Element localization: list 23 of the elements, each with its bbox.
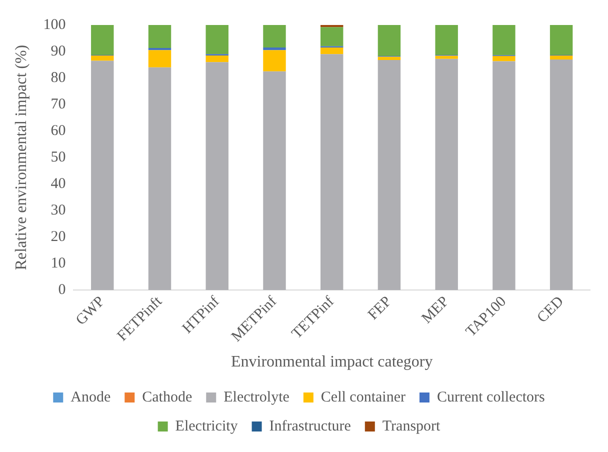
y-tick-label: 20 xyxy=(50,228,66,245)
x-tick-label: CED xyxy=(534,294,568,326)
y-tick-label: 90 xyxy=(50,43,66,60)
legend-label: Anode xyxy=(70,389,111,406)
x-axis-title: Environmental impact category xyxy=(231,354,433,371)
y-tick-label: 80 xyxy=(50,70,66,86)
y-tick-label: 10 xyxy=(50,255,66,272)
y-tick-label: 30 xyxy=(50,202,66,218)
legend-label: Electricity xyxy=(175,418,238,434)
y-tick-label: 50 xyxy=(50,149,66,166)
legend-label: Cell container xyxy=(320,389,406,406)
y-axis-title: Relative environmental impact (%) xyxy=(12,44,30,270)
y-tick-label: 0 xyxy=(58,282,66,298)
y-tick-label: 40 xyxy=(50,176,66,192)
legend-label: Transport xyxy=(382,418,442,434)
legend-label: Electrolyte xyxy=(224,389,290,406)
x-tick-label: FEP xyxy=(365,294,395,324)
legend-label: Infrastructure xyxy=(269,418,352,434)
y-tick-label: 70 xyxy=(50,96,66,112)
y-tick-label: 60 xyxy=(50,122,66,139)
legend-label: Cathode xyxy=(142,389,192,406)
y-tick-label: 100 xyxy=(43,16,66,33)
legend-label: Current collectors xyxy=(436,389,546,406)
